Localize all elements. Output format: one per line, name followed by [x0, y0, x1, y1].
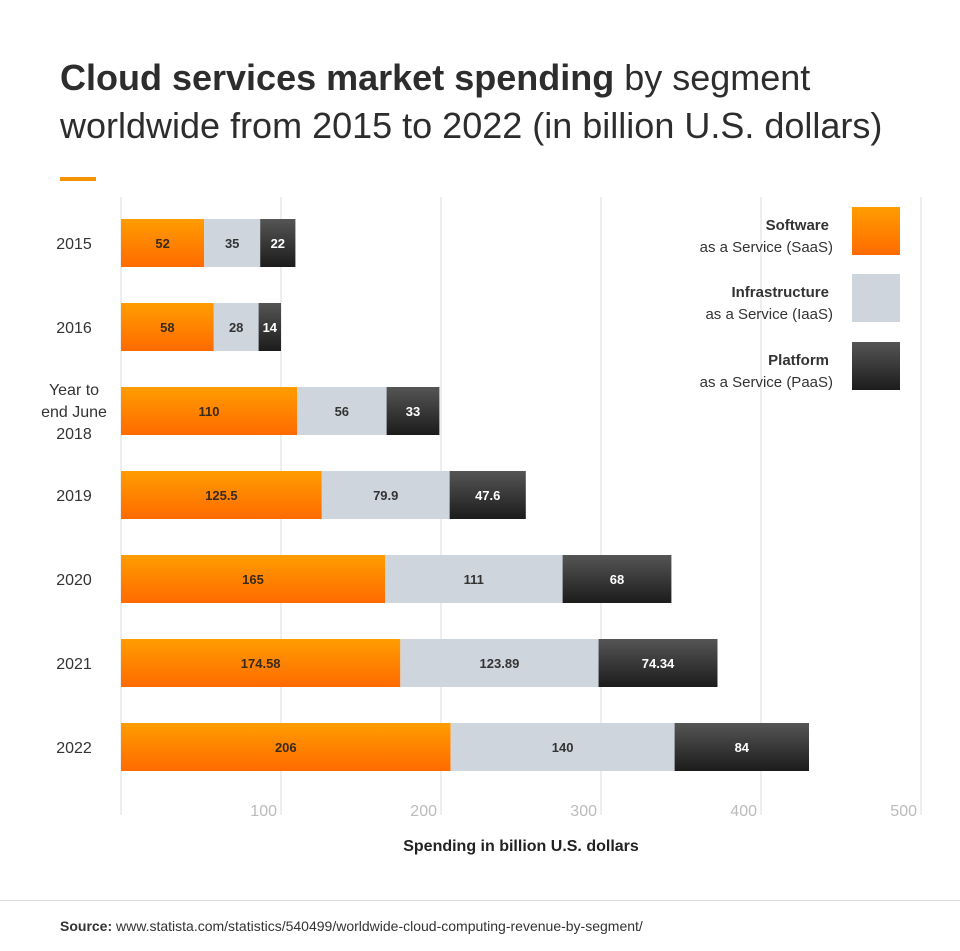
bar-value-label: 165: [242, 572, 264, 587]
bar-value-label: 68: [610, 572, 624, 587]
bar-segment-paas: [260, 219, 296, 267]
bar-value-label: 140: [552, 740, 574, 755]
bar-value-label: 52: [155, 236, 169, 251]
legend-title: Platform: [768, 352, 829, 369]
bar-segment-iaas: [400, 639, 599, 687]
bar-value-label: 206: [275, 740, 297, 755]
bar-value-label: 111: [464, 572, 484, 587]
bar-segment-iaas: [204, 219, 261, 267]
x-axis-ticks: 100 200 300 400 500: [250, 803, 917, 820]
title-accent-bar: [60, 177, 96, 181]
y-category-label-line: Year to: [49, 382, 99, 399]
bar-row: 165 111 68: [121, 555, 672, 603]
bar-segment-saas: [121, 219, 205, 267]
bar-row: 174.58 123.89 74.34: [121, 639, 718, 687]
bar-value-label: 125.5: [205, 488, 238, 503]
legend-subtitle: as a Service (SaaS): [700, 239, 833, 256]
legend-swatch: [852, 342, 900, 390]
bar-value-label: 35: [225, 236, 239, 251]
bars: 52 35 22 58 28 14 110 56 33 125.5 79.9 47.6 165 111 68…: [121, 219, 809, 771]
bar-segment-saas: [121, 639, 401, 687]
y-category-label-line: 2019: [56, 488, 92, 505]
y-category-label-line: 2018: [56, 426, 92, 443]
bar-value-label: 47.6: [475, 488, 500, 503]
bar-value-label: 123.89: [480, 656, 520, 671]
y-category-label: 2019: [56, 488, 92, 505]
bar-row: 110 56 33: [121, 387, 440, 435]
source-line: Source: www.statista.com/statistics/5404…: [60, 918, 643, 934]
stacked-bar-chart: 52 35 22 58 28 14 110 56 33 125.5 79.9 47.6 165 111 68…: [41, 197, 922, 855]
chart-title-bold: Cloud services market spending: [60, 57, 615, 98]
bar-value-label: 56: [335, 404, 349, 419]
bar-segment-saas: [121, 303, 214, 351]
bar-segment-saas: [121, 555, 385, 603]
legend-item-iaas: Infrastructure as a Service (IaaS): [705, 274, 900, 323]
bar-row: 52 35 22: [121, 219, 296, 267]
y-category-label-line: 2015: [56, 236, 92, 253]
bar-segment-saas: [121, 471, 322, 519]
source-label: Source:: [60, 918, 113, 934]
bar-value-label: 33: [406, 404, 420, 419]
bar-value-label: 84: [735, 740, 750, 755]
y-axis-labels: 2015 2016 Year to end June 2018 2019 2020 2021 2…: [41, 236, 107, 757]
y-category-label-line: end June: [41, 404, 107, 421]
y-category-label-line: 2022: [56, 740, 92, 757]
x-tick-label: 300: [570, 803, 597, 820]
chart-title-rest: by segment worldwide from 2015 to 2022 (…: [60, 57, 883, 146]
legend-title: Software: [766, 217, 829, 234]
bar-row: 58 28 14: [121, 303, 281, 351]
y-category-label-line: 2021: [56, 656, 92, 673]
y-category-label: 2022: [56, 740, 92, 757]
bar-segment-saas: [121, 387, 297, 435]
bar-segment-iaas: [213, 303, 259, 351]
bar-segment-paas: [258, 303, 281, 351]
legend-swatch: [852, 207, 900, 255]
x-tick-label: 100: [250, 803, 277, 820]
bar-segment-paas: [449, 471, 526, 519]
bar-value-label: 79.9: [373, 488, 398, 503]
y-category-label: 2016: [56, 320, 92, 337]
x-tick-label: 400: [730, 803, 757, 820]
legend-subtitle: as a Service (PaaS): [700, 374, 833, 391]
bar-segment-iaas: [321, 471, 450, 519]
bar-value-label: 110: [199, 404, 220, 419]
chart-title: Cloud services market spending by segmen…: [60, 54, 940, 150]
x-axis-title: Spending in billion U.S. dollars: [403, 838, 639, 855]
bar-value-label: 174.58: [241, 656, 281, 671]
y-category-label: 2020: [56, 572, 92, 589]
source-url[interactable]: www.statista.com/statistics/540499/world…: [112, 918, 643, 934]
legend-item-paas: Platform as a Service (PaaS): [700, 342, 900, 391]
bar-segment-paas: [386, 387, 440, 435]
legend-item-saas: Software as a Service (SaaS): [700, 207, 900, 256]
bar-value-label: 14: [263, 320, 278, 335]
bar-value-label: 28: [229, 320, 243, 335]
y-category-label: 2015: [56, 236, 92, 253]
bar-segment-iaas: [450, 723, 675, 771]
y-category-label: Year to end June 2018: [41, 382, 107, 443]
bar-value-label: 22: [271, 236, 285, 251]
x-tick-label: 500: [890, 803, 917, 820]
y-category-label-line: 2020: [56, 572, 92, 589]
bar-segment-paas: [674, 723, 809, 771]
bar-value-label: 74.34: [642, 656, 675, 671]
legend-swatch: [852, 274, 900, 322]
bar-segment-iaas: [385, 555, 563, 603]
bar-value-label: 58: [160, 320, 174, 335]
bar-segment-paas: [562, 555, 672, 603]
legend: Software as a Service (SaaS) Infrastructur…: [700, 207, 900, 391]
x-tick-label: 200: [410, 803, 437, 820]
legend-title: Infrastructure: [731, 284, 829, 301]
y-category-label: 2021: [56, 656, 92, 673]
bar-segment-saas: [121, 723, 451, 771]
bar-row: 125.5 79.9 47.6: [121, 471, 526, 519]
bar-segment-paas: [598, 639, 718, 687]
footer-divider: [0, 900, 960, 901]
bar-row: 206 140 84: [121, 723, 809, 771]
bar-segment-iaas: [297, 387, 387, 435]
legend-subtitle: as a Service (IaaS): [705, 306, 833, 323]
y-category-label-line: 2016: [56, 320, 92, 337]
